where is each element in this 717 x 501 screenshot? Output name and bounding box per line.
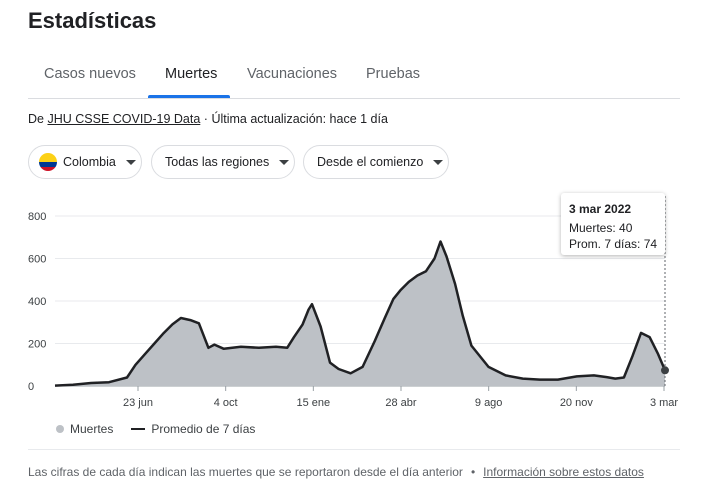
period-label: Desde el comienzo <box>317 155 424 169</box>
daily-deaths-area <box>55 241 665 386</box>
footer-note: Las cifras de cada día indican las muert… <box>28 465 463 479</box>
x-tick-label: 23 jun <box>123 397 153 409</box>
x-tick-label: 15 ene <box>297 397 331 409</box>
bars-legend-swatch <box>56 425 64 433</box>
y-tick-label: 800 <box>28 211 46 223</box>
country-label: Colombia <box>63 155 116 169</box>
tab-casos-nuevos[interactable]: Casos nuevos <box>44 66 136 82</box>
region-dropdown[interactable]: Todas las regiones <box>151 145 295 179</box>
tab-bar: Casos nuevos Muertes Vacunaciones Prueba… <box>28 56 680 99</box>
data-source-line: De JHU CSSE COVID-19 Data · Última actua… <box>28 112 388 126</box>
page-title: Estadísticas <box>28 8 157 33</box>
last-update-text: Última actualización: hace 1 día <box>211 112 388 126</box>
x-tick-label: 9 ago <box>475 397 503 409</box>
x-tick-label: 28 abr <box>385 397 417 409</box>
y-tick-label: 0 <box>28 381 34 393</box>
chart-legend: Muertes Promedio de 7 días <box>56 422 255 436</box>
tab-muertes[interactable]: Muertes <box>165 66 218 82</box>
footer: Las cifras de cada día indican las muert… <box>28 465 644 479</box>
chevron-down-icon <box>279 159 290 165</box>
x-tick-label: 20 nov <box>560 397 594 409</box>
chevron-down-icon <box>125 159 136 165</box>
tooltip-date: 3 mar 2022 <box>569 202 632 216</box>
hover-point <box>661 366 669 375</box>
source-prefix: De <box>28 112 44 126</box>
y-tick-label: 200 <box>28 339 46 351</box>
tab-vacunaciones[interactable]: Vacunaciones <box>247 66 338 82</box>
x-tick-label: 3 mar <box>650 397 678 409</box>
source-link[interactable]: JHU CSSE COVID-19 Data <box>47 112 201 126</box>
legend-bars-label: Muertes <box>70 422 114 436</box>
active-tab-indicator <box>148 95 230 98</box>
y-tick-label: 400 <box>28 296 46 308</box>
about-data-link[interactable]: Información sobre estos datos <box>483 465 644 479</box>
period-dropdown[interactable]: Desde el comienzo <box>303 145 449 179</box>
tooltip-average: Prom. 7 días: 74 <box>569 237 658 251</box>
y-tick-label: 600 <box>28 254 46 266</box>
colombia-flag-icon <box>39 153 57 171</box>
legend-line-label: Promedio de 7 días <box>151 422 256 436</box>
tab-pruebas[interactable]: Pruebas <box>366 66 421 82</box>
chevron-down-icon <box>433 159 444 165</box>
region-label: Todas las regiones <box>165 155 270 169</box>
line-legend-swatch <box>131 428 146 430</box>
chart-tooltip: 3 mar 2022 Muertes: 40 Prom. 7 días: 74 <box>561 193 665 255</box>
footer-divider <box>28 449 680 450</box>
source-separator: · <box>203 112 208 126</box>
tooltip-deaths: Muertes: 40 <box>569 221 633 235</box>
country-dropdown[interactable]: Colombia <box>28 145 142 179</box>
x-tick-label: 4 oct <box>214 397 238 409</box>
footer-separator: • <box>470 465 476 479</box>
seven-day-average-line <box>54 240 667 387</box>
